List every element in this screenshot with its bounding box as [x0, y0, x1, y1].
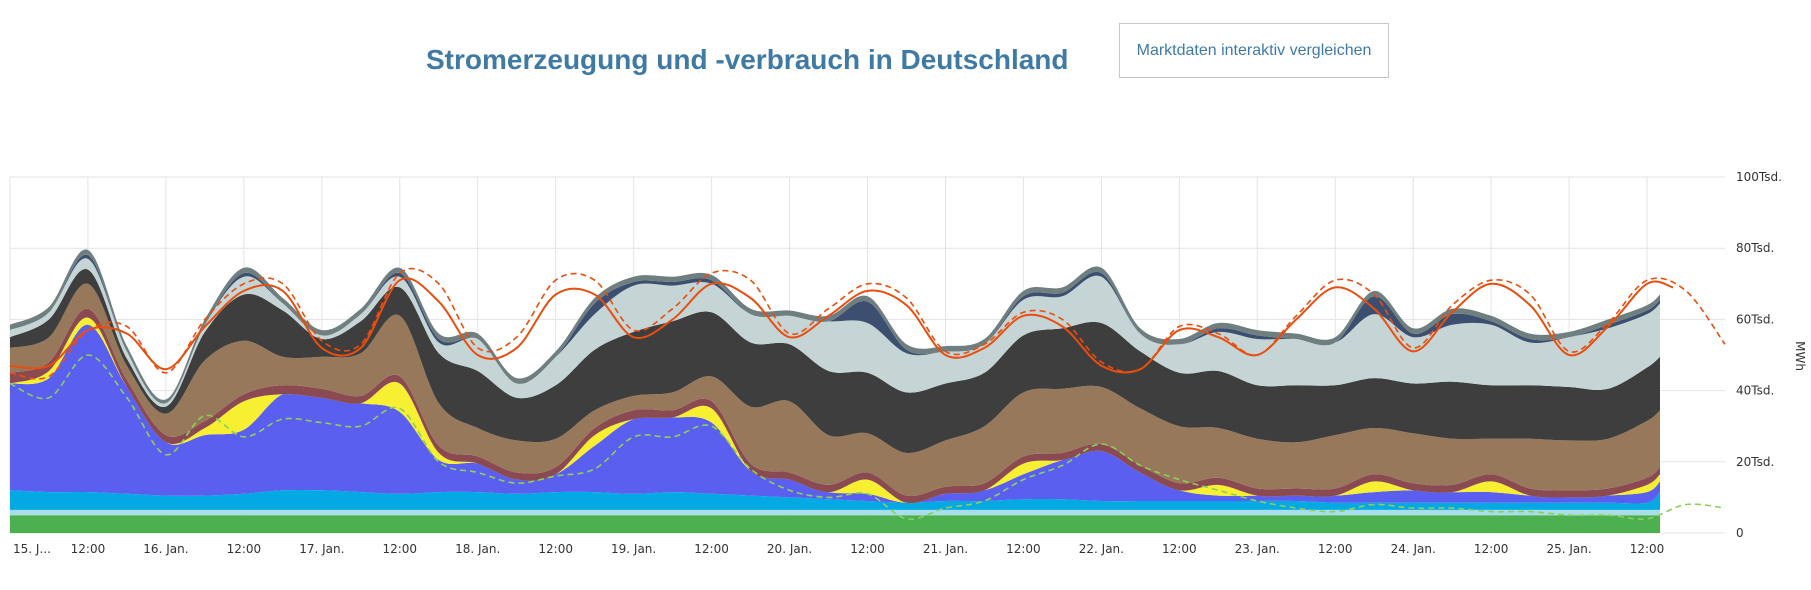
x-tick-label: 16. Jan. — [143, 542, 188, 556]
x-tick-label: 12:00 — [227, 542, 262, 556]
area-series-0 — [10, 515, 1660, 533]
x-tick-label: 25. Jan. — [1546, 542, 1591, 556]
stacked-areas — [10, 249, 1660, 533]
y-tick-label: 80Tsd. — [1736, 241, 1774, 255]
x-tick-label: 12:00 — [850, 542, 885, 556]
x-tick-label: 12:00 — [1162, 542, 1197, 556]
area-series-10 — [10, 249, 1660, 404]
x-tick-label: 21. Jan. — [923, 542, 968, 556]
x-tick-label: 15. J... — [13, 542, 51, 556]
x-tick-label: 20. Jan. — [767, 542, 812, 556]
y-axis-unit: MWh — [1793, 341, 1807, 371]
y-tick-label: 100Tsd. — [1736, 170, 1782, 184]
x-tick-label: 19. Jan. — [611, 542, 656, 556]
area-series-2 — [10, 489, 1660, 510]
x-tick-label: 12:00 — [694, 542, 729, 556]
x-tick-label: 18. Jan. — [455, 542, 500, 556]
x-tick-label: 12:00 — [1318, 542, 1353, 556]
compare-market-data-button[interactable]: Marktdaten interaktiv vergleichen — [1119, 23, 1389, 78]
x-tick-label: 22. Jan. — [1079, 542, 1124, 556]
axes: 0 20Tsd. 40Tsd. 60Tsd. 80Tsd. 100Tsd. 15. J...… — [13, 170, 1807, 556]
area-series-4 — [10, 317, 1660, 504]
area-series-6 — [10, 283, 1660, 496]
line-series-1 — [9, 267, 1726, 380]
x-tick-label: 12:00 — [1630, 542, 1665, 556]
area-series-1 — [10, 509, 1660, 516]
area-series-8 — [10, 258, 1660, 408]
y-tick-label: 40Tsd. — [1736, 384, 1774, 398]
x-tick-label: 23. Jan. — [1235, 542, 1280, 556]
x-tick-label: 12:00 — [382, 542, 417, 556]
overlay-lines — [9, 267, 1726, 520]
line-series-0 — [9, 277, 1674, 374]
x-tick-label: 17. Jan. — [299, 542, 344, 556]
area-series-3 — [10, 324, 1660, 504]
page-title: Stromerzeugung und -verbrauch in Deutsch… — [426, 44, 1069, 75]
x-tick-label: 12:00 — [1006, 542, 1041, 556]
x-tick-label: 24. Jan. — [1391, 542, 1436, 556]
y-tick-label: 20Tsd. — [1736, 455, 1774, 469]
x-tick-label: 12:00 — [538, 542, 573, 556]
x-tick-label: 12:00 — [1474, 542, 1509, 556]
x-tick-label: 12:00 — [71, 542, 106, 556]
y-tick-label: 0 — [1736, 526, 1744, 540]
area-series-7 — [10, 268, 1660, 454]
y-tick-label: 60Tsd. — [1736, 312, 1774, 326]
